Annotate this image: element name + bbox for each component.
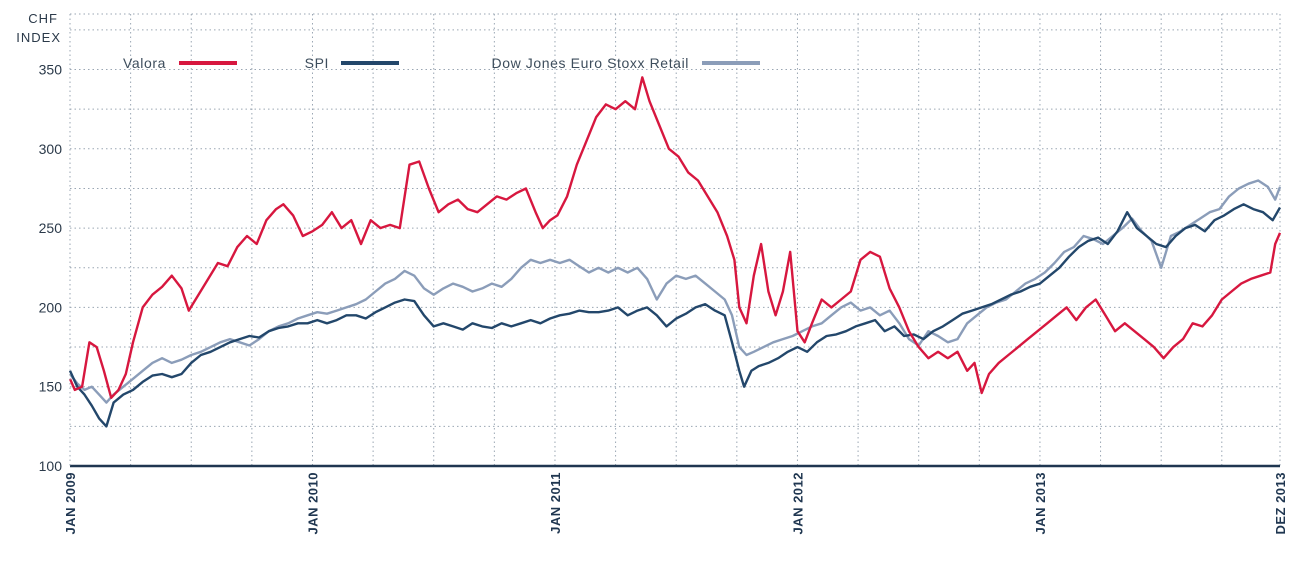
- unit-label-line-2: INDEX: [16, 30, 61, 45]
- x-tick-label: JAN 2010: [305, 472, 320, 535]
- y-tick-label: 100: [39, 458, 63, 474]
- series-lines: [68, 76, 1282, 428]
- axes: 100 150 200 250 300 350 JAN 2009 JAN 2010 JAN 20…: [39, 14, 1288, 535]
- legend-label-dow-jones-euro-stoxx-retail: Dow Jones Euro Stoxx Retail: [491, 55, 689, 71]
- y-tick-label: 350: [39, 62, 63, 78]
- y-tick-label: 250: [39, 220, 63, 236]
- series-line-valora: [68, 76, 1282, 399]
- x-tick-label: JAN 2012: [790, 472, 805, 535]
- series-line-dow-jones-euro-stoxx-retail: [69, 179, 1282, 404]
- legend-label-valora: Valora: [123, 55, 166, 71]
- y-tick-label: 150: [39, 379, 63, 395]
- x-tick-label: JAN 2009: [63, 472, 78, 535]
- legend-label-spi: SPI: [305, 55, 329, 71]
- y-tick-label: 200: [39, 299, 63, 315]
- y-tick-label: 300: [39, 141, 63, 157]
- legend: Valora SPI Dow Jones Euro Stoxx Retail: [123, 55, 760, 71]
- x-tick-label: JAN 2013: [1033, 472, 1048, 535]
- unit-label-line-1: CHF: [28, 11, 58, 26]
- x-tick-label: DEZ 2013: [1273, 472, 1288, 535]
- x-tick-label: JAN 2011: [548, 472, 563, 534]
- series-line-spi: [68, 203, 1282, 428]
